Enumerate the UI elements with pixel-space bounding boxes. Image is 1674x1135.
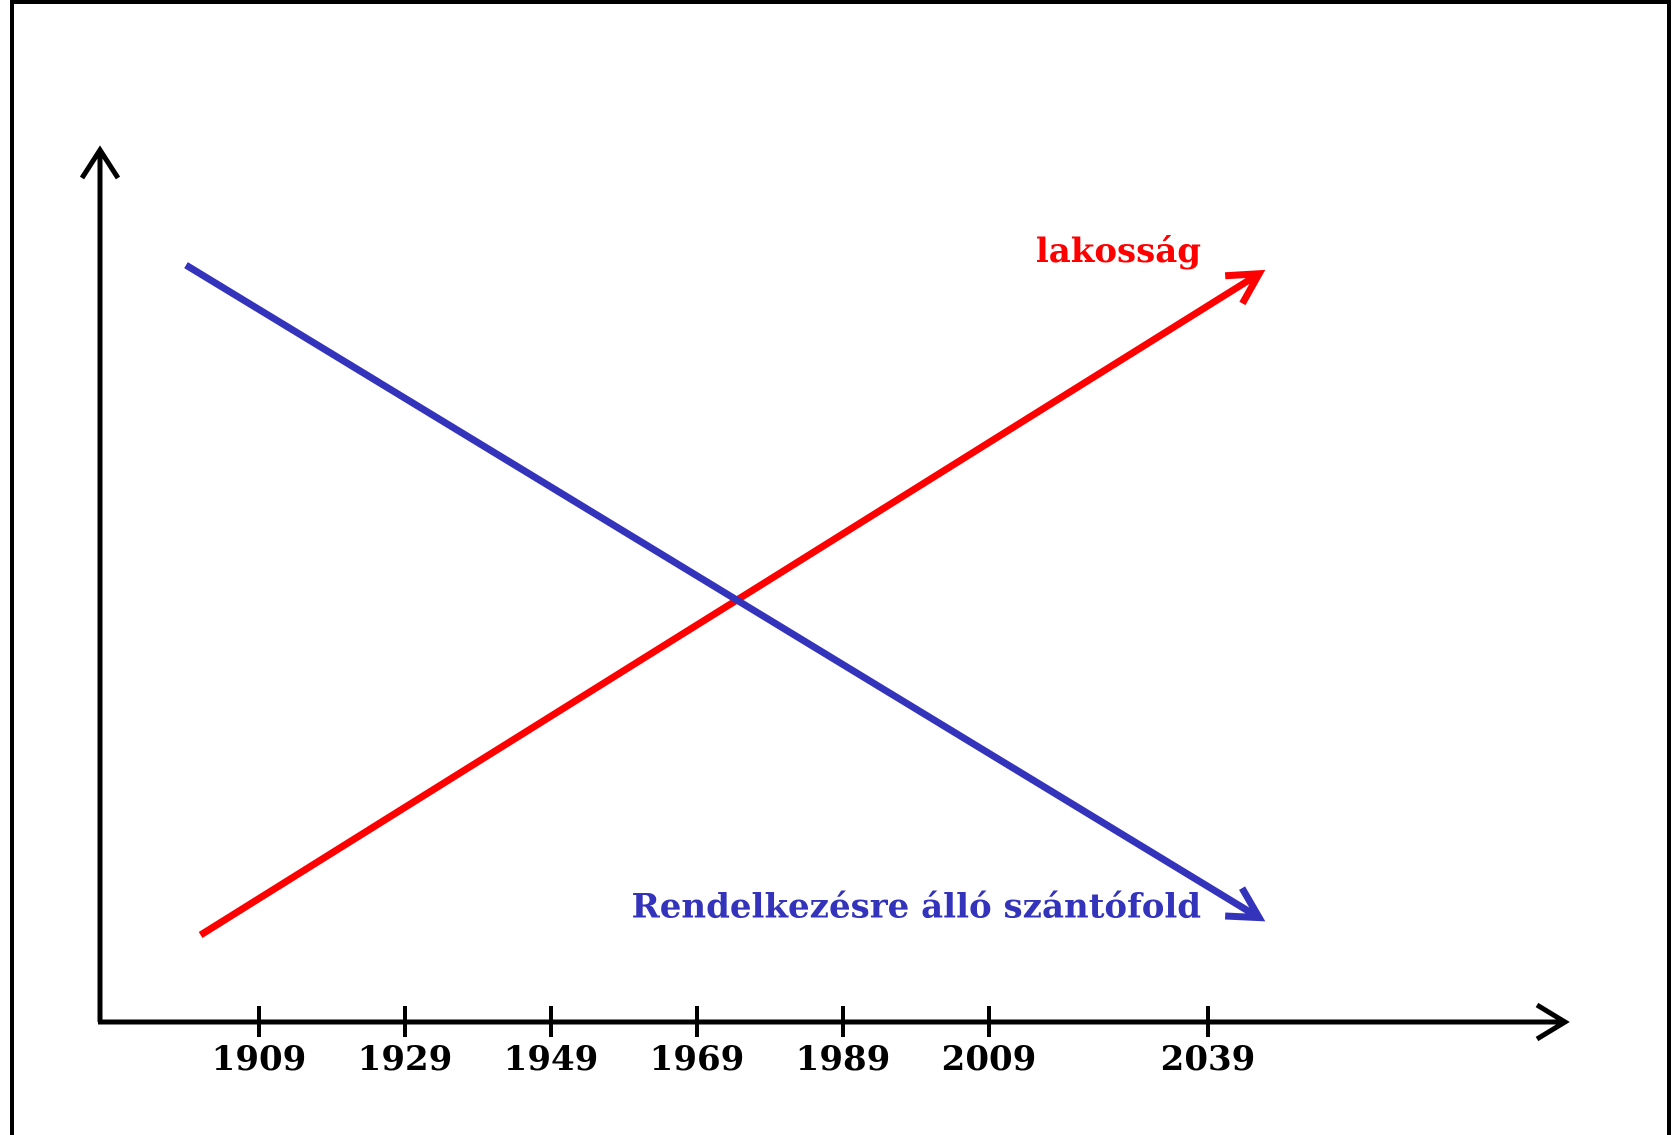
x-tick-label: 1929 xyxy=(358,1039,453,1079)
x-tick-label: 1909 xyxy=(212,1039,307,1079)
series-arrowhead xyxy=(1224,886,1266,922)
series-label: lakosság xyxy=(1036,231,1201,271)
series-line xyxy=(184,262,1261,921)
series-arrowhead xyxy=(1224,269,1266,306)
x-tick-label: 1969 xyxy=(650,1039,745,1079)
series-label: Rendelkezésre álló szántófold xyxy=(632,887,1202,927)
x-tick-label: 1949 xyxy=(504,1039,599,1079)
x-axis-arrowhead xyxy=(1535,1002,1570,1042)
frame-border xyxy=(10,0,1671,1135)
y-axis-arrowhead xyxy=(79,145,121,180)
x-tick-label: 1989 xyxy=(796,1039,891,1079)
x-tick-label: 2009 xyxy=(942,1039,1037,1079)
x-tick-label: 2039 xyxy=(1161,1039,1256,1079)
series-line xyxy=(198,270,1261,938)
